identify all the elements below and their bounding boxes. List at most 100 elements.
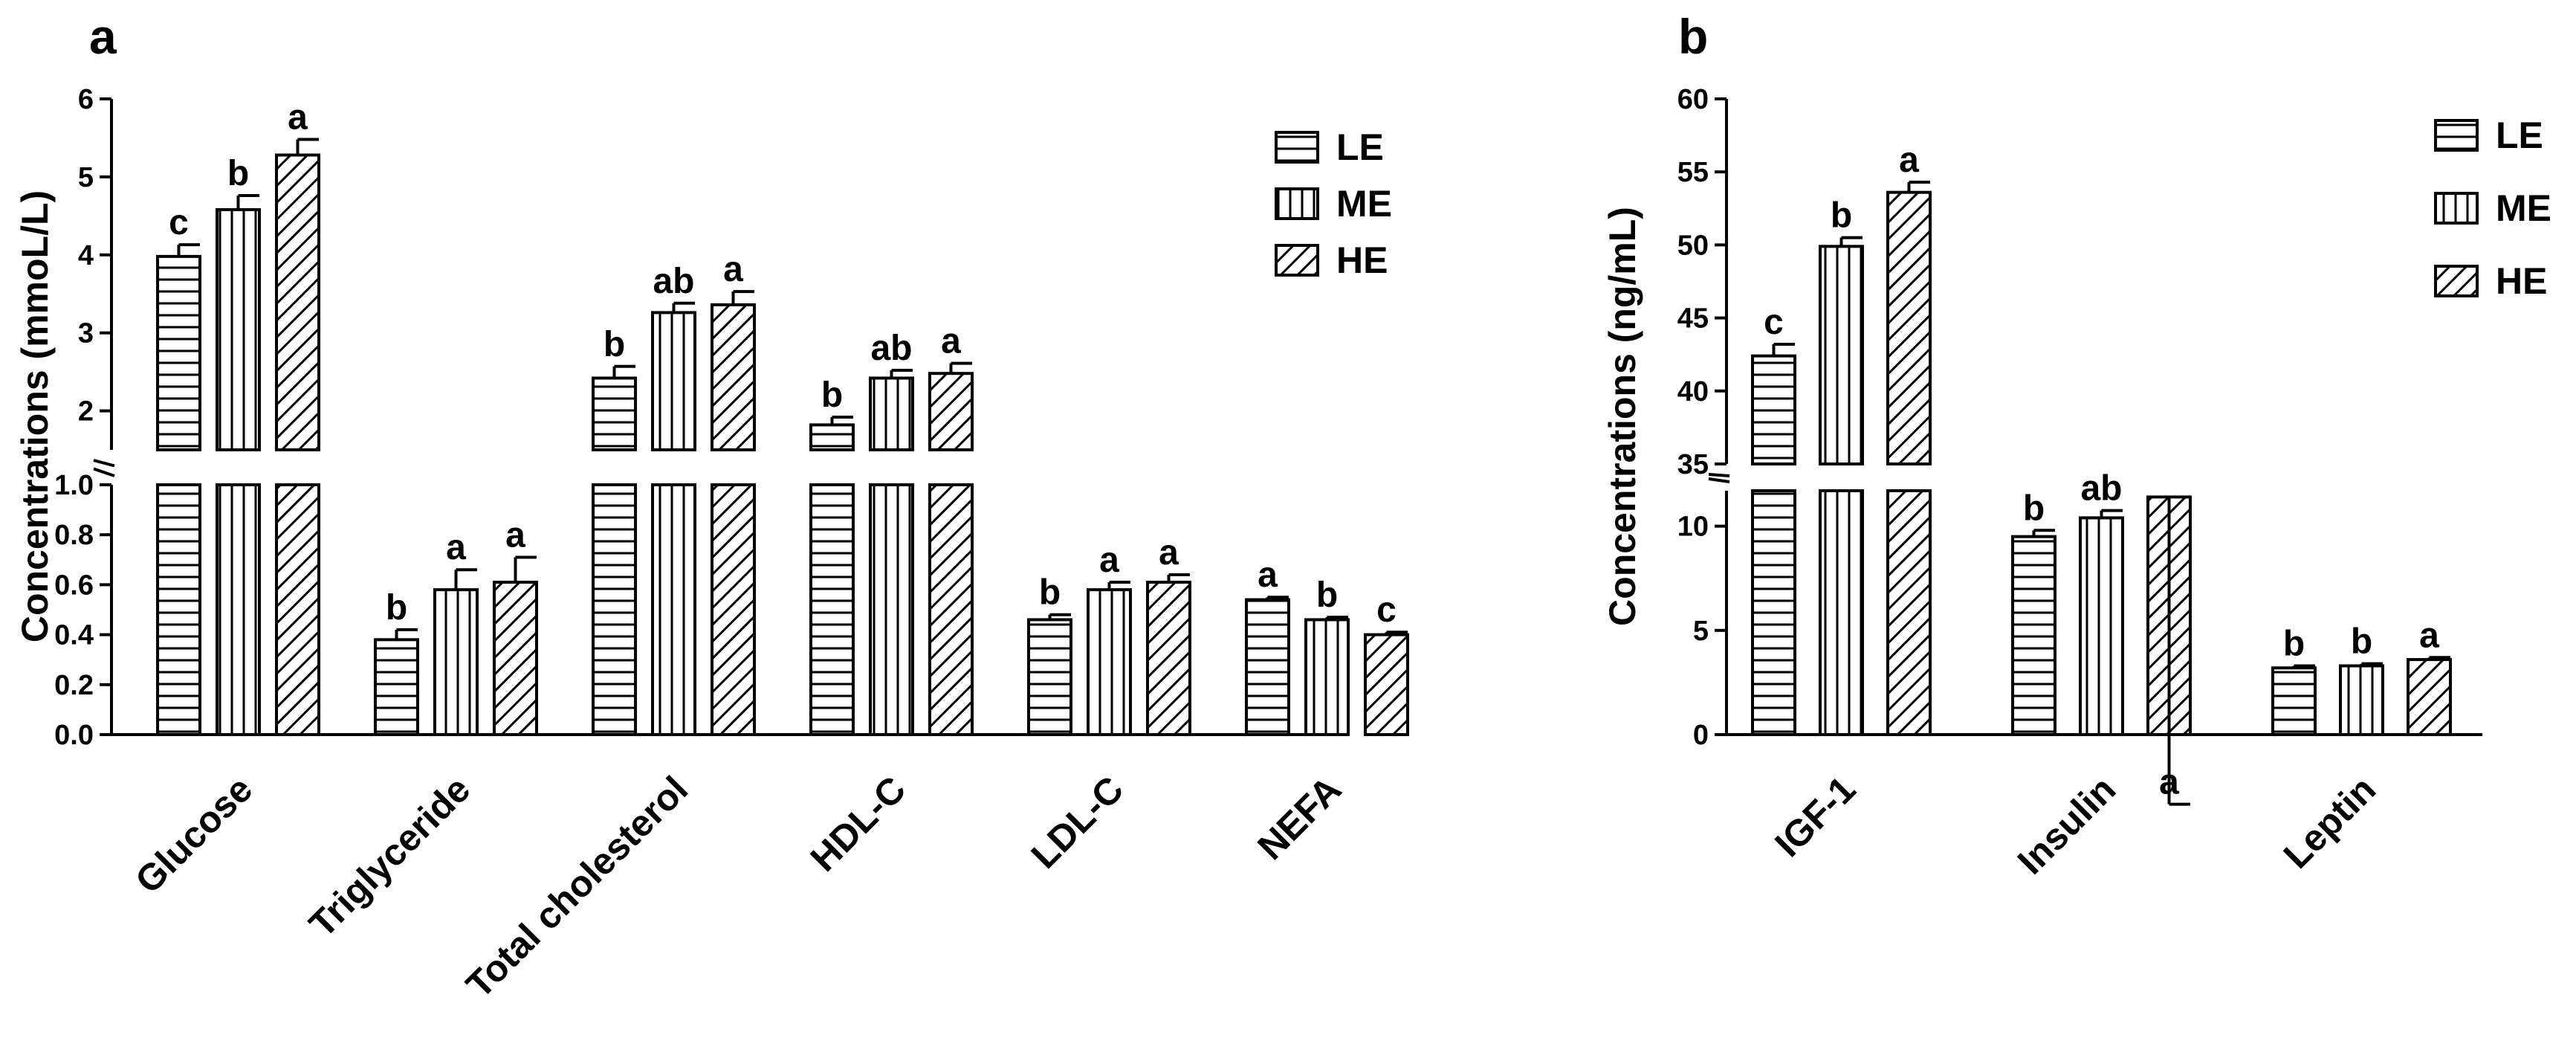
panel-a-axes [93, 99, 1345, 736]
bar [2271, 666, 2317, 736]
significance-label: a [1899, 141, 1919, 180]
significance-label: b [386, 588, 407, 628]
panel-a-y-tick-label: 0.2 [54, 670, 94, 701]
panel-b-axes [1708, 99, 2482, 736]
panel-a-y-tick-label: 0.8 [54, 520, 94, 551]
significance-label: a [1159, 533, 1179, 573]
significance-label: a [2159, 763, 2179, 802]
significance-label: a [1258, 555, 1278, 595]
panel-a-y-tick-label: 2 [78, 396, 94, 428]
bar [2407, 658, 2452, 736]
significance-label: ab [870, 329, 912, 368]
panel-b-axis-break-mark [1708, 473, 1730, 477]
panel-a-y-tick-label: 3 [78, 318, 94, 349]
bar [1886, 489, 1932, 736]
bar [1027, 618, 1072, 736]
category-label: Triglyceride [301, 768, 478, 945]
panel-a: a Concentrations (mmoL/L) 0.00.20.40.60.… [14, 9, 1409, 1006]
significance-label: a [723, 250, 743, 289]
category-label: Total cholesterol [458, 768, 696, 1006]
bar [928, 483, 974, 736]
bar [1087, 588, 1132, 736]
legend-label: LE [2496, 115, 2543, 156]
bar [869, 376, 914, 452]
significance-label: c [1764, 303, 1784, 342]
legend-swatch [2434, 192, 2479, 225]
bar [809, 423, 855, 451]
legend-swatch [1275, 244, 1319, 277]
panel-b-letter: b [1678, 9, 1708, 64]
legend-swatch [2434, 265, 2479, 297]
bar [275, 483, 320, 736]
category-label: LDL-C [1023, 768, 1132, 877]
legend-swatch [1275, 131, 1319, 164]
category-label: IGF-1 [1767, 768, 1863, 865]
panel-b-y-tick-label: 60 [1677, 84, 1709, 115]
legend-label: HE [1336, 239, 1388, 281]
significance-label: a [941, 322, 961, 361]
bar [156, 254, 201, 451]
bar [1245, 598, 1290, 736]
category-label: HDL-C [803, 768, 914, 880]
significance-label: c [1376, 590, 1397, 630]
significance-label: a [1099, 541, 1119, 580]
panel-b-axis-break-mark [1708, 477, 1730, 483]
panel-a-y-tick-label: 1.0 [54, 470, 94, 501]
panel-b-y-tick-label: 40 [1677, 376, 1709, 407]
panel-a-letter: a [89, 9, 117, 64]
significance-label: b [2283, 624, 2305, 663]
bar [275, 153, 320, 452]
bar [1819, 489, 1864, 736]
panel-b-category-labels: IGF-1 Insulin Leptin [1767, 768, 2384, 883]
bar [809, 483, 855, 736]
bar [216, 207, 261, 451]
bar [711, 483, 756, 736]
significance-label: ab [2080, 469, 2122, 509]
bar [433, 588, 479, 736]
panel-b-y-tick-label: 0 [1693, 720, 1709, 751]
category-label: NEFA [1249, 768, 1349, 868]
panel-a-ticks: 0.0 0.2 0.4 0.6 0.8 1.0 2 3 4 5 6 [54, 84, 111, 751]
bar [1364, 633, 1409, 736]
bar [592, 483, 637, 736]
bar [1751, 354, 1796, 465]
significance-label: b [227, 154, 249, 193]
significance-label: a [505, 515, 525, 555]
bar [651, 483, 696, 736]
bar [651, 311, 696, 452]
panel-a-y-tick-label: 0.6 [54, 570, 94, 601]
legend-label: HE [2496, 260, 2547, 302]
significance-label: b [2023, 489, 2045, 528]
bar [216, 483, 261, 736]
legend-swatch [2434, 119, 2479, 152]
panel-b-y-tick-label: 5 [1693, 616, 1709, 647]
bar [869, 483, 914, 736]
significance-label: a [2419, 616, 2439, 655]
bar [1886, 190, 1932, 465]
panel-b-y-tick-label: 50 [1677, 230, 1709, 261]
significance-label: b [1316, 575, 1338, 615]
panel-b-y-axis-label: Concentrations (ng/mL) [1602, 207, 1643, 626]
panel-b-y-tick-label: 45 [1677, 303, 1709, 335]
bar [2079, 516, 2124, 736]
bar [592, 376, 637, 452]
panel-b-y-tick-label: 35 [1677, 449, 1709, 480]
panel-b-legend: LE ME HE [2434, 115, 2551, 302]
legend-label: LE [1336, 126, 1384, 168]
legend-label: ME [1336, 183, 1392, 225]
category-label: Insulin [2010, 768, 2124, 883]
bar [1819, 245, 1864, 465]
bar [2339, 664, 2384, 736]
legend-label: ME [2496, 187, 2551, 229]
significance-label: b [1831, 196, 1852, 236]
panel-a-y-tick-label: 5 [78, 162, 94, 193]
bar [374, 638, 419, 737]
significance-label: a [288, 98, 308, 138]
significance-label: c [169, 203, 189, 242]
panel-b: b Concentrations (ng/mL) 0 5 10 35 40 45 50 55 6… [1602, 9, 2551, 883]
panel-b-y-tick-label: 55 [1677, 157, 1709, 188]
